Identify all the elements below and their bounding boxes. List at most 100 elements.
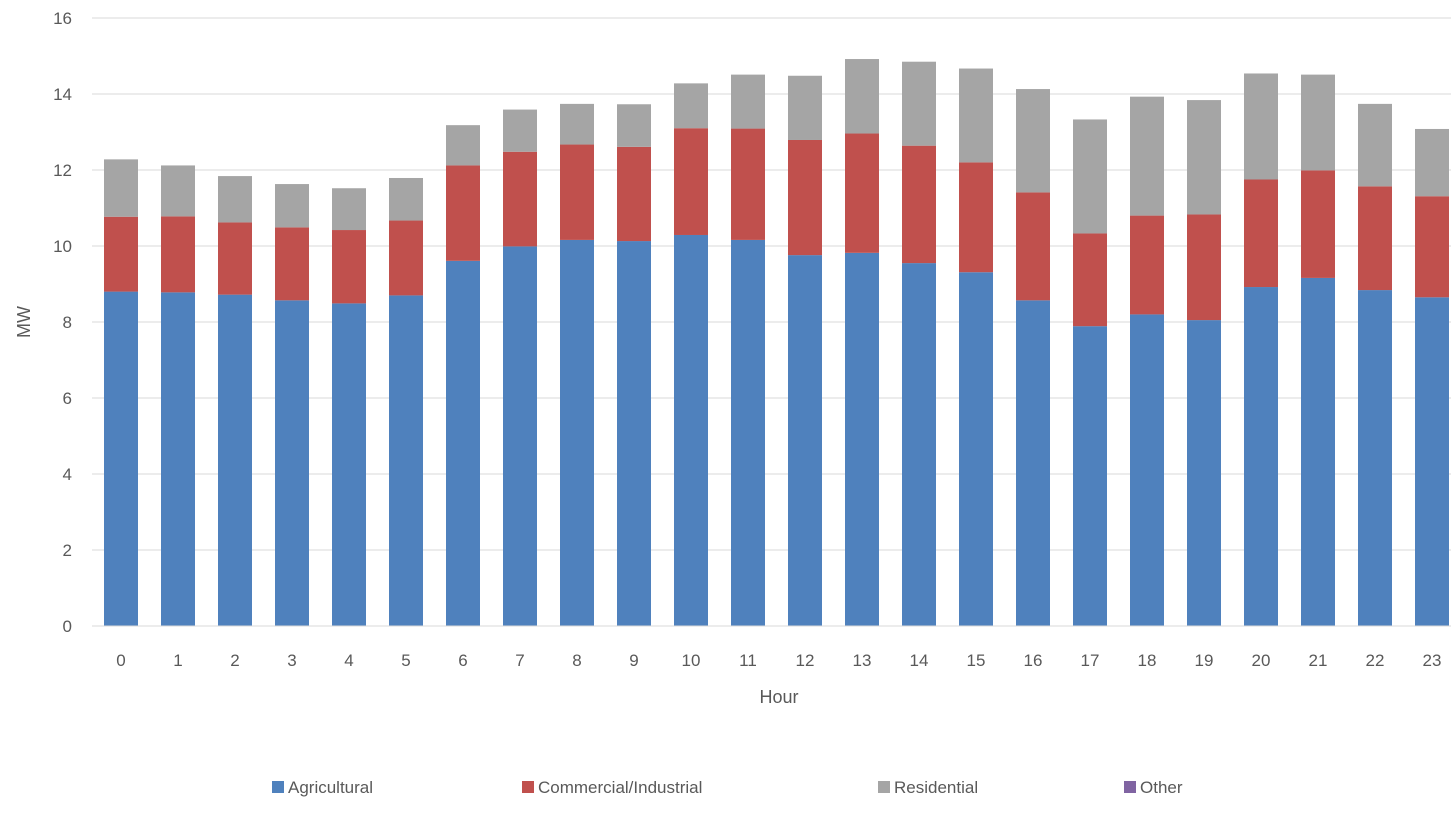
legend-swatch-agricultural bbox=[272, 781, 284, 793]
bar-segment-agricultural bbox=[1130, 314, 1164, 626]
gridlines bbox=[92, 17, 1451, 551]
bar-segment-residential bbox=[332, 188, 366, 231]
bar-segment-agricultural bbox=[332, 303, 366, 626]
y-tick-label: 2 bbox=[63, 541, 72, 560]
bar-segment-agricultural bbox=[389, 295, 423, 626]
y-tick-label: 14 bbox=[53, 85, 72, 104]
bar-segment-residential bbox=[1244, 73, 1278, 180]
bar-segment-commercial-industrial bbox=[1301, 170, 1335, 278]
legend-label-residential: Residential bbox=[894, 778, 978, 797]
bar-segment-residential bbox=[674, 83, 708, 129]
x-tick-label: 3 bbox=[287, 651, 296, 670]
y-axis-ticks: 0 2 4 6 8 10 12 14 16 bbox=[53, 9, 72, 636]
bar-segment-residential bbox=[275, 184, 309, 228]
legend-swatch-other bbox=[1124, 781, 1136, 793]
bar-segment-residential bbox=[788, 75, 822, 140]
x-tick-label: 4 bbox=[344, 651, 353, 670]
bar-segment-commercial-industrial bbox=[446, 165, 480, 261]
x-tick-label: 14 bbox=[910, 651, 929, 670]
x-tick-label: 7 bbox=[515, 651, 524, 670]
x-tick-label: 5 bbox=[401, 651, 410, 670]
bar-segment-commercial-industrial bbox=[389, 220, 423, 296]
bar-segment-commercial-industrial bbox=[218, 222, 252, 295]
y-tick-label: 8 bbox=[63, 313, 72, 332]
bar-segment-residential bbox=[1358, 103, 1392, 187]
bar-segment-commercial-industrial bbox=[1187, 214, 1221, 321]
bar-segment-residential bbox=[731, 74, 765, 129]
bar-segment-residential bbox=[902, 61, 936, 146]
x-tick-label: 18 bbox=[1138, 651, 1157, 670]
bar-segment-agricultural bbox=[788, 255, 822, 626]
bar-segment-commercial-industrial bbox=[161, 216, 195, 293]
bar-segment-commercial-industrial bbox=[1244, 179, 1278, 288]
bar-segment-agricultural bbox=[104, 291, 138, 626]
x-tick-label: 16 bbox=[1024, 651, 1043, 670]
bar-segment-commercial-industrial bbox=[1073, 233, 1107, 327]
x-tick-label: 19 bbox=[1195, 651, 1214, 670]
bar-segment-commercial-industrial bbox=[902, 145, 936, 264]
x-tick-label: 9 bbox=[629, 651, 638, 670]
x-tick-label: 8 bbox=[572, 651, 581, 670]
x-tick-label: 15 bbox=[967, 651, 986, 670]
legend-label-agricultural: Agricultural bbox=[288, 778, 373, 797]
bar-segment-agricultural bbox=[560, 239, 594, 627]
bar-segment-agricultural bbox=[1073, 326, 1107, 626]
x-tick-label: 1 bbox=[173, 651, 182, 670]
bar-segment-commercial-industrial bbox=[959, 162, 993, 273]
bar-segment-agricultural bbox=[1415, 297, 1449, 626]
y-tick-label: 0 bbox=[63, 617, 72, 636]
bar-segment-residential bbox=[1130, 96, 1164, 216]
bar-segment-agricultural bbox=[617, 241, 651, 626]
x-tick-label: 20 bbox=[1252, 651, 1271, 670]
bar-segment-agricultural bbox=[1244, 287, 1278, 626]
y-tick-label: 6 bbox=[63, 389, 72, 408]
bar-segment-commercial-industrial bbox=[845, 133, 879, 253]
x-tick-label: 21 bbox=[1309, 651, 1328, 670]
bar-segment-agricultural bbox=[959, 272, 993, 626]
x-tick-label: 0 bbox=[116, 651, 125, 670]
bar-segment-agricultural bbox=[674, 234, 708, 627]
x-tick-label: 11 bbox=[739, 651, 757, 670]
x-tick-label: 2 bbox=[230, 651, 239, 670]
bar-segment-residential bbox=[959, 68, 993, 163]
y-tick-label: 10 bbox=[53, 237, 72, 256]
x-tick-label: 6 bbox=[458, 651, 467, 670]
bars bbox=[104, 59, 1449, 627]
bar-segment-agricultural bbox=[1016, 300, 1050, 626]
bar-segment-agricultural bbox=[1301, 277, 1335, 626]
bar-segment-residential bbox=[617, 104, 651, 147]
bar-segment-residential bbox=[503, 109, 537, 152]
legend-label-other: Other bbox=[1140, 778, 1183, 797]
bar-segment-commercial-industrial bbox=[1358, 186, 1392, 291]
x-tick-label: 13 bbox=[853, 651, 872, 670]
x-axis-title: Hour bbox=[759, 687, 798, 707]
bar-segment-residential bbox=[560, 103, 594, 145]
bar-segment-agricultural bbox=[731, 239, 765, 627]
bar-segment-residential bbox=[389, 177, 423, 221]
bar-segment-residential bbox=[104, 159, 138, 217]
bar-segment-commercial-industrial bbox=[275, 227, 309, 301]
bar-segment-residential bbox=[1301, 74, 1335, 171]
bar-segment-commercial-industrial bbox=[731, 128, 765, 240]
y-tick-label: 12 bbox=[53, 161, 72, 180]
bar-segment-agricultural bbox=[446, 260, 480, 626]
bar-segment-residential bbox=[1073, 119, 1107, 234]
y-tick-label: 16 bbox=[53, 9, 72, 28]
x-tick-label: 12 bbox=[796, 651, 815, 670]
legend-swatch-commercial-industrial bbox=[522, 781, 534, 793]
bar-segment-agricultural bbox=[503, 246, 537, 626]
bar-segment-commercial-industrial bbox=[1415, 196, 1449, 298]
bar-segment-agricultural bbox=[275, 300, 309, 626]
bar-segment-commercial-industrial bbox=[503, 151, 537, 247]
x-tick-label: 10 bbox=[682, 651, 701, 670]
x-axis-ticks: 0 1 2 3 4 5 6 7 8 9 10 11 12 13 14 15 16 17 18 19 20 21 22 23 bbox=[116, 651, 1441, 670]
bar-segment-commercial-industrial bbox=[104, 216, 138, 292]
x-tick-label: 17 bbox=[1081, 651, 1100, 670]
bar-segment-commercial-industrial bbox=[1130, 215, 1164, 315]
bar-segment-agricultural bbox=[902, 263, 936, 626]
bar-segment-agricultural bbox=[1187, 320, 1221, 626]
bar-segment-agricultural bbox=[218, 294, 252, 626]
bar-segment-commercial-industrial bbox=[560, 144, 594, 240]
bar-segment-commercial-industrial bbox=[332, 230, 366, 304]
